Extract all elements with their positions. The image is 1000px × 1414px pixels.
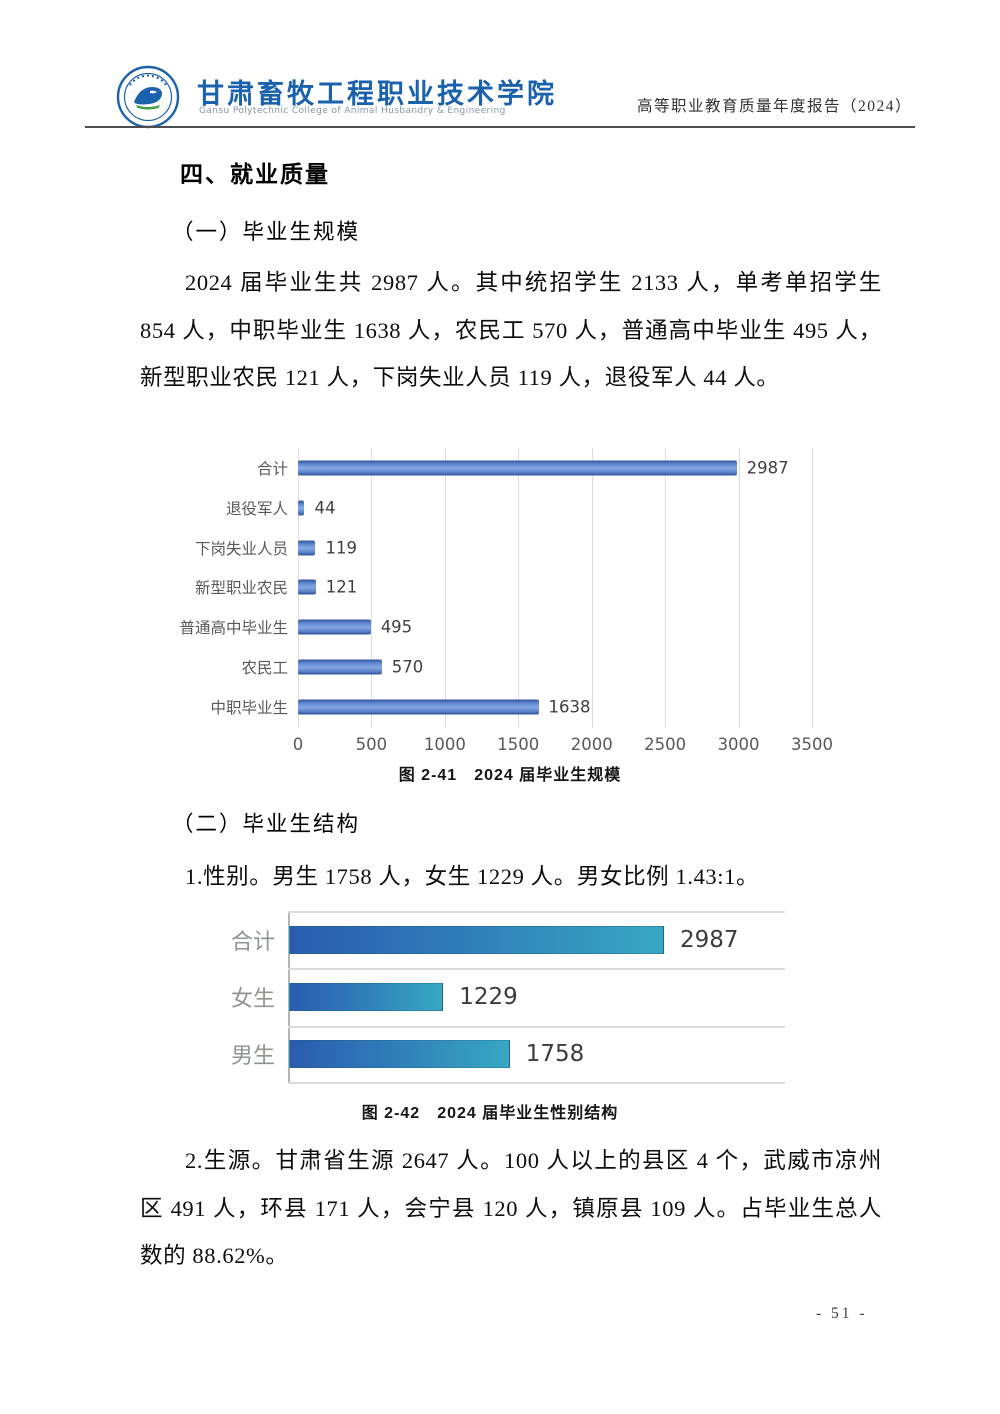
gridline [444, 448, 446, 728]
bar [289, 1040, 510, 1069]
header-divider [85, 126, 915, 128]
value-label: 44 [314, 498, 336, 518]
row-separator [288, 1025, 785, 1028]
x-tick-label: 2500 [644, 735, 687, 754]
chart2-row: 合计 2987 [225, 911, 785, 968]
chart2-caption: 图 2-42 2024 届毕业生性别结构 [361, 1105, 619, 1122]
value-label: 570 [391, 657, 424, 677]
gridline [665, 448, 667, 728]
bar [298, 540, 316, 556]
paragraph-origin: 2.生源。甘肃省生源 2647 人。100 人以上的县区 4 个，武威市凉州区 … [140, 1148, 882, 1268]
bar [289, 925, 664, 954]
college-logo [116, 65, 180, 129]
chart2-row: 男生 1758 [225, 1026, 785, 1083]
paragraph-graduate-scale: 2024 届毕业生共 2987 人。其中统招学生 2133 人，单考单招学生 8… [140, 270, 882, 390]
row-separator [288, 911, 785, 913]
row-separator [288, 1082, 785, 1084]
x-tick-label: 500 [355, 735, 388, 754]
value-label: 1229 [459, 983, 518, 1010]
value-label: 2987 [746, 458, 789, 478]
chart1-row: 普通高中毕业生 495 [140, 607, 880, 647]
value-label: 2987 [680, 926, 739, 953]
value-label: 121 [325, 577, 358, 597]
gridline [812, 448, 813, 728]
chart1-row: 新型职业农民 121 [140, 567, 880, 607]
chart1-caption: 图 2-41 2024 届毕业生规模 [398, 767, 622, 784]
gridline [371, 448, 373, 728]
x-tick-label: 2000 [570, 735, 613, 754]
chart1-row: 下岗失业人员 119 [140, 528, 880, 568]
subsection-1-title: （一）毕业生规模 [172, 220, 361, 244]
category-label: 普通高中毕业生 [179, 620, 288, 638]
row-separator [288, 968, 785, 971]
category-label: 新型职业农民 [194, 580, 288, 598]
college-seal-icon [116, 65, 180, 129]
x-tick-label: 1500 [497, 735, 540, 754]
chart-gender-structure: 合计 2987 女生 1229 男生 1758 [225, 911, 785, 1084]
category-label: 合计 [256, 461, 288, 478]
category-label: 男生 [230, 1043, 275, 1069]
bar [298, 699, 539, 715]
college-name-en: Gansu Polytechnic College of Animal Husb… [199, 106, 506, 116]
category-label: 退役军人 [225, 500, 288, 518]
category-label: 农民工 [241, 660, 288, 677]
page-number: - 51 - [816, 1305, 868, 1322]
chart-graduate-scale: 合计 2987 退役军人 44 下岗失业人员 119 新型职业农民 121 普通高中毕业生 495… [140, 448, 880, 770]
chart1-row: 中职毕业生 1638 [140, 687, 880, 727]
bar [298, 460, 737, 476]
value-label: 119 [325, 538, 357, 558]
x-tick-label: 3000 [717, 735, 760, 754]
x-tick-label: 1000 [423, 735, 466, 754]
college-name-cn: 甘肃畜牧工程职业技术学院 [197, 79, 557, 110]
paragraph-gender: 1.性别。男生 1758 人，女生 1229 人。男女比例 1.43:1。 [185, 864, 760, 889]
bar [298, 619, 371, 635]
report-title: 高等职业教育质量年度报告（2024） [636, 98, 912, 115]
category-label: 中职毕业生 [210, 699, 288, 717]
gridline [518, 448, 520, 728]
value-label: 1638 [548, 697, 591, 717]
category-label: 合计 [230, 928, 275, 954]
category-label: 下岗失业人员 [194, 540, 288, 558]
chart1-row: 退役军人 44 [140, 488, 880, 528]
gridline [738, 448, 740, 728]
value-label: 495 [380, 617, 413, 637]
chart1-plot: 合计 2987 退役军人 44 下岗失业人员 119 新型职业农民 121 普通高中毕业生 495… [140, 448, 880, 728]
bar [289, 982, 444, 1011]
gridline [591, 448, 593, 728]
x-tick-label: 0 [292, 735, 304, 754]
subsection-2-title: （二）毕业生结构 [172, 812, 361, 836]
bar [298, 579, 316, 595]
chart2-row: 女生 1229 [225, 968, 785, 1025]
category-label: 女生 [230, 985, 275, 1011]
chart1-row: 合计 2987 [140, 448, 880, 488]
chart1-x-axis: 0 500 1000 1500 2000 2500 3000 3500 [140, 735, 880, 759]
x-tick-label: 3500 [791, 735, 833, 754]
section-title: 四、就业质量 [180, 161, 330, 187]
bar [298, 659, 382, 675]
chart1-row: 农民工 570 [140, 647, 880, 687]
value-label: 1758 [525, 1041, 585, 1068]
bar [298, 500, 305, 516]
